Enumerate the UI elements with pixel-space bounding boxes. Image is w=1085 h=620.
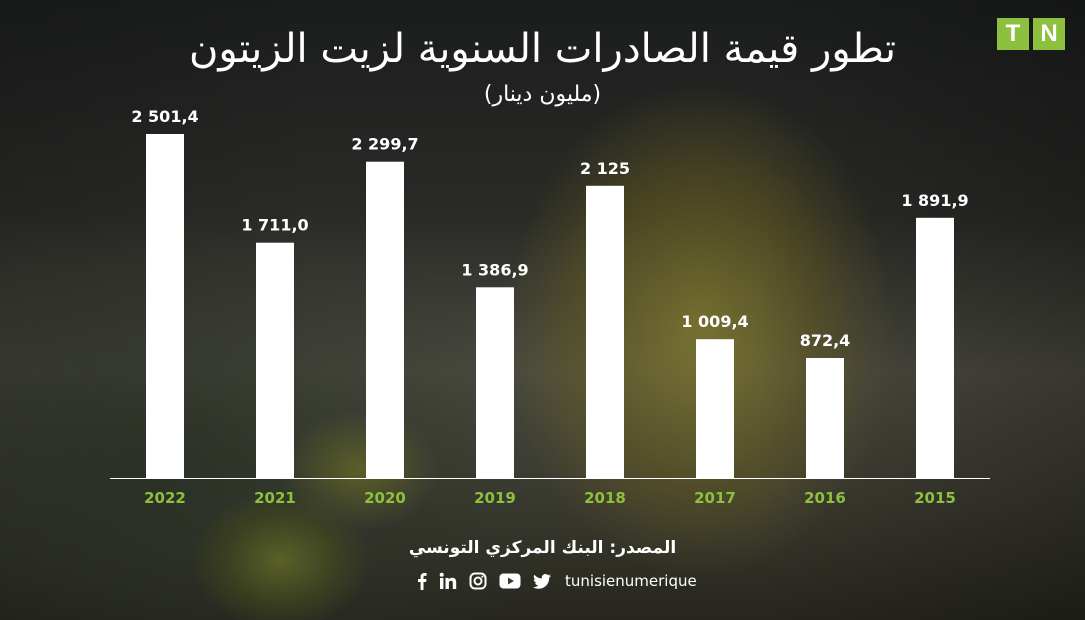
x-tick-label-2020: 2020 (364, 489, 406, 507)
data-label-2016: 872,4 (800, 331, 851, 350)
bar-2017 (696, 339, 734, 478)
bar-2021 (256, 242, 294, 478)
x-tick-label-2021: 2021 (254, 489, 296, 507)
bar-2016 (806, 358, 844, 478)
instagram-icon[interactable] (469, 571, 487, 591)
x-tick-label-2015: 2015 (914, 489, 956, 507)
data-label-2020: 2 299,7 (351, 135, 418, 154)
social-handle[interactable]: tunisienumerique (565, 572, 697, 590)
bar-2019 (476, 287, 514, 478)
x-tick-label-2017: 2017 (694, 489, 736, 507)
data-label-2018: 2 125 (580, 159, 630, 178)
x-tick-label-2019: 2019 (474, 489, 516, 507)
twitter-icon[interactable] (533, 571, 551, 591)
x-tick-label-2018: 2018 (584, 489, 626, 507)
facebook-icon[interactable] (417, 571, 427, 591)
data-label-2017: 1 009,4 (681, 312, 748, 331)
social-bar: tunisienumerique (417, 570, 697, 592)
x-tick-label-2016: 2016 (804, 489, 846, 507)
data-label-2022: 2 501,4 (131, 107, 198, 126)
bar-2020 (366, 161, 404, 478)
source-note: المصدر: البنك المركزي التونسي (408, 538, 677, 558)
bar-2022 (146, 134, 184, 478)
data-label-2019: 1 386,9 (461, 260, 528, 279)
x-tick-label-2022: 2022 (144, 489, 186, 507)
data-label-2015: 1 891,9 (901, 191, 968, 210)
data-label-2021: 1 711,0 (241, 216, 308, 235)
logo-letter-n: N (1033, 18, 1065, 50)
tn-logo[interactable]: T N (997, 18, 1065, 50)
linkedin-icon[interactable] (439, 571, 457, 591)
bar-2015 (916, 217, 954, 479)
bar-2018 (586, 185, 624, 479)
chart-subtitle: (مليون دينار) (483, 82, 602, 107)
logo-letter-t: T (997, 18, 1029, 50)
youtube-icon[interactable] (499, 571, 521, 591)
chart-title: تطور قيمة الصادرات السنوية لزيت الزيتون (189, 26, 896, 72)
